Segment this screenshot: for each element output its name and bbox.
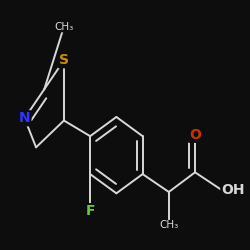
- Text: CH₃: CH₃: [54, 22, 74, 32]
- Text: OH: OH: [221, 183, 245, 197]
- Text: S: S: [59, 53, 69, 67]
- Text: CH₃: CH₃: [159, 220, 178, 230]
- Text: F: F: [86, 204, 95, 218]
- Text: N: N: [19, 111, 30, 125]
- Text: O: O: [189, 128, 201, 142]
